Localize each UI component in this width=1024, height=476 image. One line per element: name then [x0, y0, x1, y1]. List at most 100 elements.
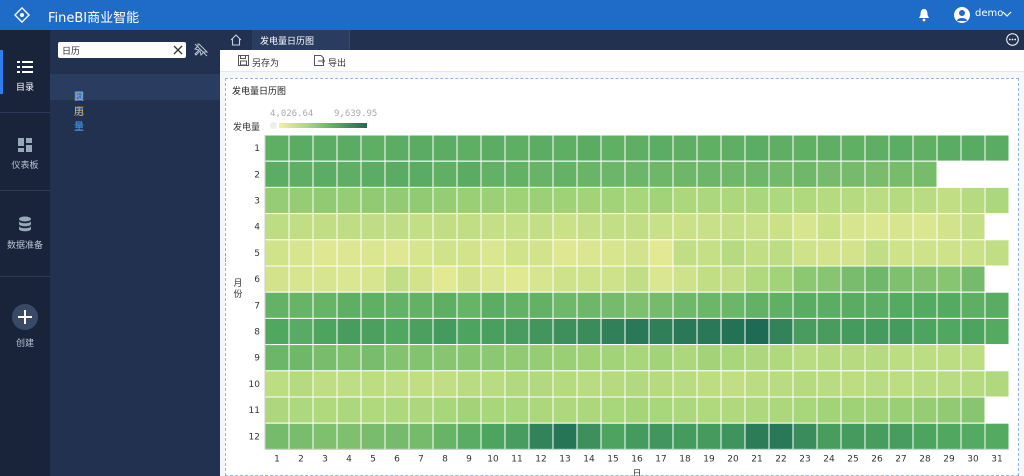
heatmap-cell[interactable]	[840, 186, 866, 215]
heatmap-cell[interactable]	[528, 213, 554, 241]
heatmap-cell[interactable]	[648, 160, 674, 188]
catalog-search-input[interactable]: 日历	[58, 42, 186, 58]
heatmap-cell[interactable]	[984, 186, 1010, 215]
heatmap-cell[interactable]	[432, 317, 458, 346]
heatmap-cell[interactable]	[312, 213, 338, 241]
heatmap-cell[interactable]	[912, 344, 938, 372]
heatmap-cell[interactable]	[840, 160, 866, 188]
heatmap-cell[interactable]	[792, 239, 818, 267]
heatmap-cell[interactable]	[960, 396, 986, 424]
heatmap-cell[interactable]	[552, 239, 578, 267]
heatmap-cell[interactable]	[432, 213, 458, 241]
heatmap-cell[interactable]	[984, 239, 1010, 267]
chevron-down-icon[interactable]	[1002, 10, 1012, 18]
heatmap-cell[interactable]	[624, 134, 650, 162]
heatmap-cell[interactable]	[456, 265, 482, 293]
heatmap-cell[interactable]	[624, 265, 650, 293]
heatmap-cell[interactable]	[696, 239, 722, 267]
heatmap-cell[interactable]	[960, 160, 986, 188]
heatmap-cell[interactable]	[768, 370, 794, 398]
heatmap-cell[interactable]	[408, 291, 434, 319]
heatmap-cell[interactable]	[888, 265, 914, 293]
heatmap-cell[interactable]	[600, 213, 626, 241]
heatmap-cell[interactable]	[888, 160, 914, 188]
heatmap-cell[interactable]	[912, 239, 938, 267]
heatmap-cell[interactable]	[384, 396, 410, 424]
heatmap-cell[interactable]	[984, 422, 1010, 450]
heatmap-cell[interactable]	[384, 291, 410, 319]
heatmap-cell[interactable]	[480, 344, 506, 372]
heatmap-cell[interactable]	[264, 317, 290, 346]
heatmap-cell[interactable]	[744, 344, 770, 372]
heatmap-cell[interactable]	[624, 160, 650, 188]
heatmap-cell[interactable]	[768, 396, 794, 424]
heatmap-cell[interactable]	[792, 134, 818, 162]
heatmap-cell[interactable]	[768, 134, 794, 162]
heatmap-cell[interactable]	[504, 160, 530, 188]
heatmap-cell[interactable]	[696, 344, 722, 372]
heatmap-cell[interactable]	[864, 370, 890, 398]
heatmap-cell[interactable]	[360, 370, 386, 398]
heatmap-cell[interactable]	[912, 213, 938, 241]
heatmap-cell[interactable]	[312, 344, 338, 372]
heatmap-cell[interactable]	[288, 160, 314, 188]
heatmap-cell[interactable]	[744, 317, 770, 346]
heatmap-cell[interactable]	[408, 160, 434, 188]
heatmap-cell[interactable]	[552, 344, 578, 372]
heatmap-cell[interactable]	[720, 213, 746, 241]
heatmap-cell[interactable]	[912, 291, 938, 319]
heatmap-cell[interactable]	[672, 422, 698, 450]
heatmap-cell[interactable]	[600, 134, 626, 162]
heatmap-cell[interactable]	[720, 317, 746, 346]
heatmap-cell[interactable]	[936, 422, 962, 450]
heatmap-cell[interactable]	[336, 213, 362, 241]
heatmap-cell[interactable]	[432, 134, 458, 162]
heatmap-cell[interactable]	[936, 134, 962, 162]
heatmap-cell[interactable]	[864, 265, 890, 293]
heatmap-cell[interactable]	[984, 396, 1010, 424]
heatmap-cell[interactable]	[312, 160, 338, 188]
heatmap-cell[interactable]	[384, 370, 410, 398]
heatmap-cell[interactable]	[504, 422, 530, 450]
heatmap-cell[interactable]	[744, 291, 770, 319]
heatmap-cell[interactable]	[840, 422, 866, 450]
heatmap-cell[interactable]	[456, 317, 482, 346]
heatmap-cell[interactable]	[624, 396, 650, 424]
heatmap-cell[interactable]	[864, 186, 890, 215]
heatmap-cell[interactable]	[648, 265, 674, 293]
heatmap-cell[interactable]	[264, 134, 290, 162]
heatmap-cell[interactable]	[384, 213, 410, 241]
heatmap-cell[interactable]	[984, 213, 1010, 241]
heatmap-cell[interactable]	[720, 291, 746, 319]
heatmap-cell[interactable]	[288, 239, 314, 267]
heatmap-cell[interactable]	[312, 186, 338, 215]
heatmap-cell[interactable]	[504, 239, 530, 267]
heatmap-cell[interactable]	[480, 265, 506, 293]
heatmap-cell[interactable]	[648, 291, 674, 319]
heatmap-cell[interactable]	[936, 213, 962, 241]
heatmap-cell[interactable]	[984, 344, 1010, 372]
heatmap-cell[interactable]	[888, 344, 914, 372]
heatmap-cell[interactable]	[360, 134, 386, 162]
heatmap-cell[interactable]	[384, 186, 410, 215]
username[interactable]: demo	[975, 8, 1004, 19]
heatmap-cell[interactable]	[360, 239, 386, 267]
heatmap-cell[interactable]	[792, 370, 818, 398]
heatmap-cell[interactable]	[528, 370, 554, 398]
heatmap-cell[interactable]	[576, 317, 602, 346]
heatmap-cell[interactable]	[528, 239, 554, 267]
heatmap-cell[interactable]	[600, 239, 626, 267]
heatmap-cell[interactable]	[288, 317, 314, 346]
heatmap-cell[interactable]	[672, 370, 698, 398]
heatmap-cell[interactable]	[360, 213, 386, 241]
heatmap-cell[interactable]	[456, 134, 482, 162]
heatmap-cell[interactable]	[600, 396, 626, 424]
heatmap-cell[interactable]	[912, 134, 938, 162]
heatmap-cell[interactable]	[432, 422, 458, 450]
heatmap-cell[interactable]	[432, 239, 458, 267]
heatmap-cell[interactable]	[720, 344, 746, 372]
heatmap-cell[interactable]	[408, 317, 434, 346]
heatmap-cell[interactable]	[792, 344, 818, 372]
heatmap-cell[interactable]	[504, 265, 530, 293]
heatmap-cell[interactable]	[744, 370, 770, 398]
